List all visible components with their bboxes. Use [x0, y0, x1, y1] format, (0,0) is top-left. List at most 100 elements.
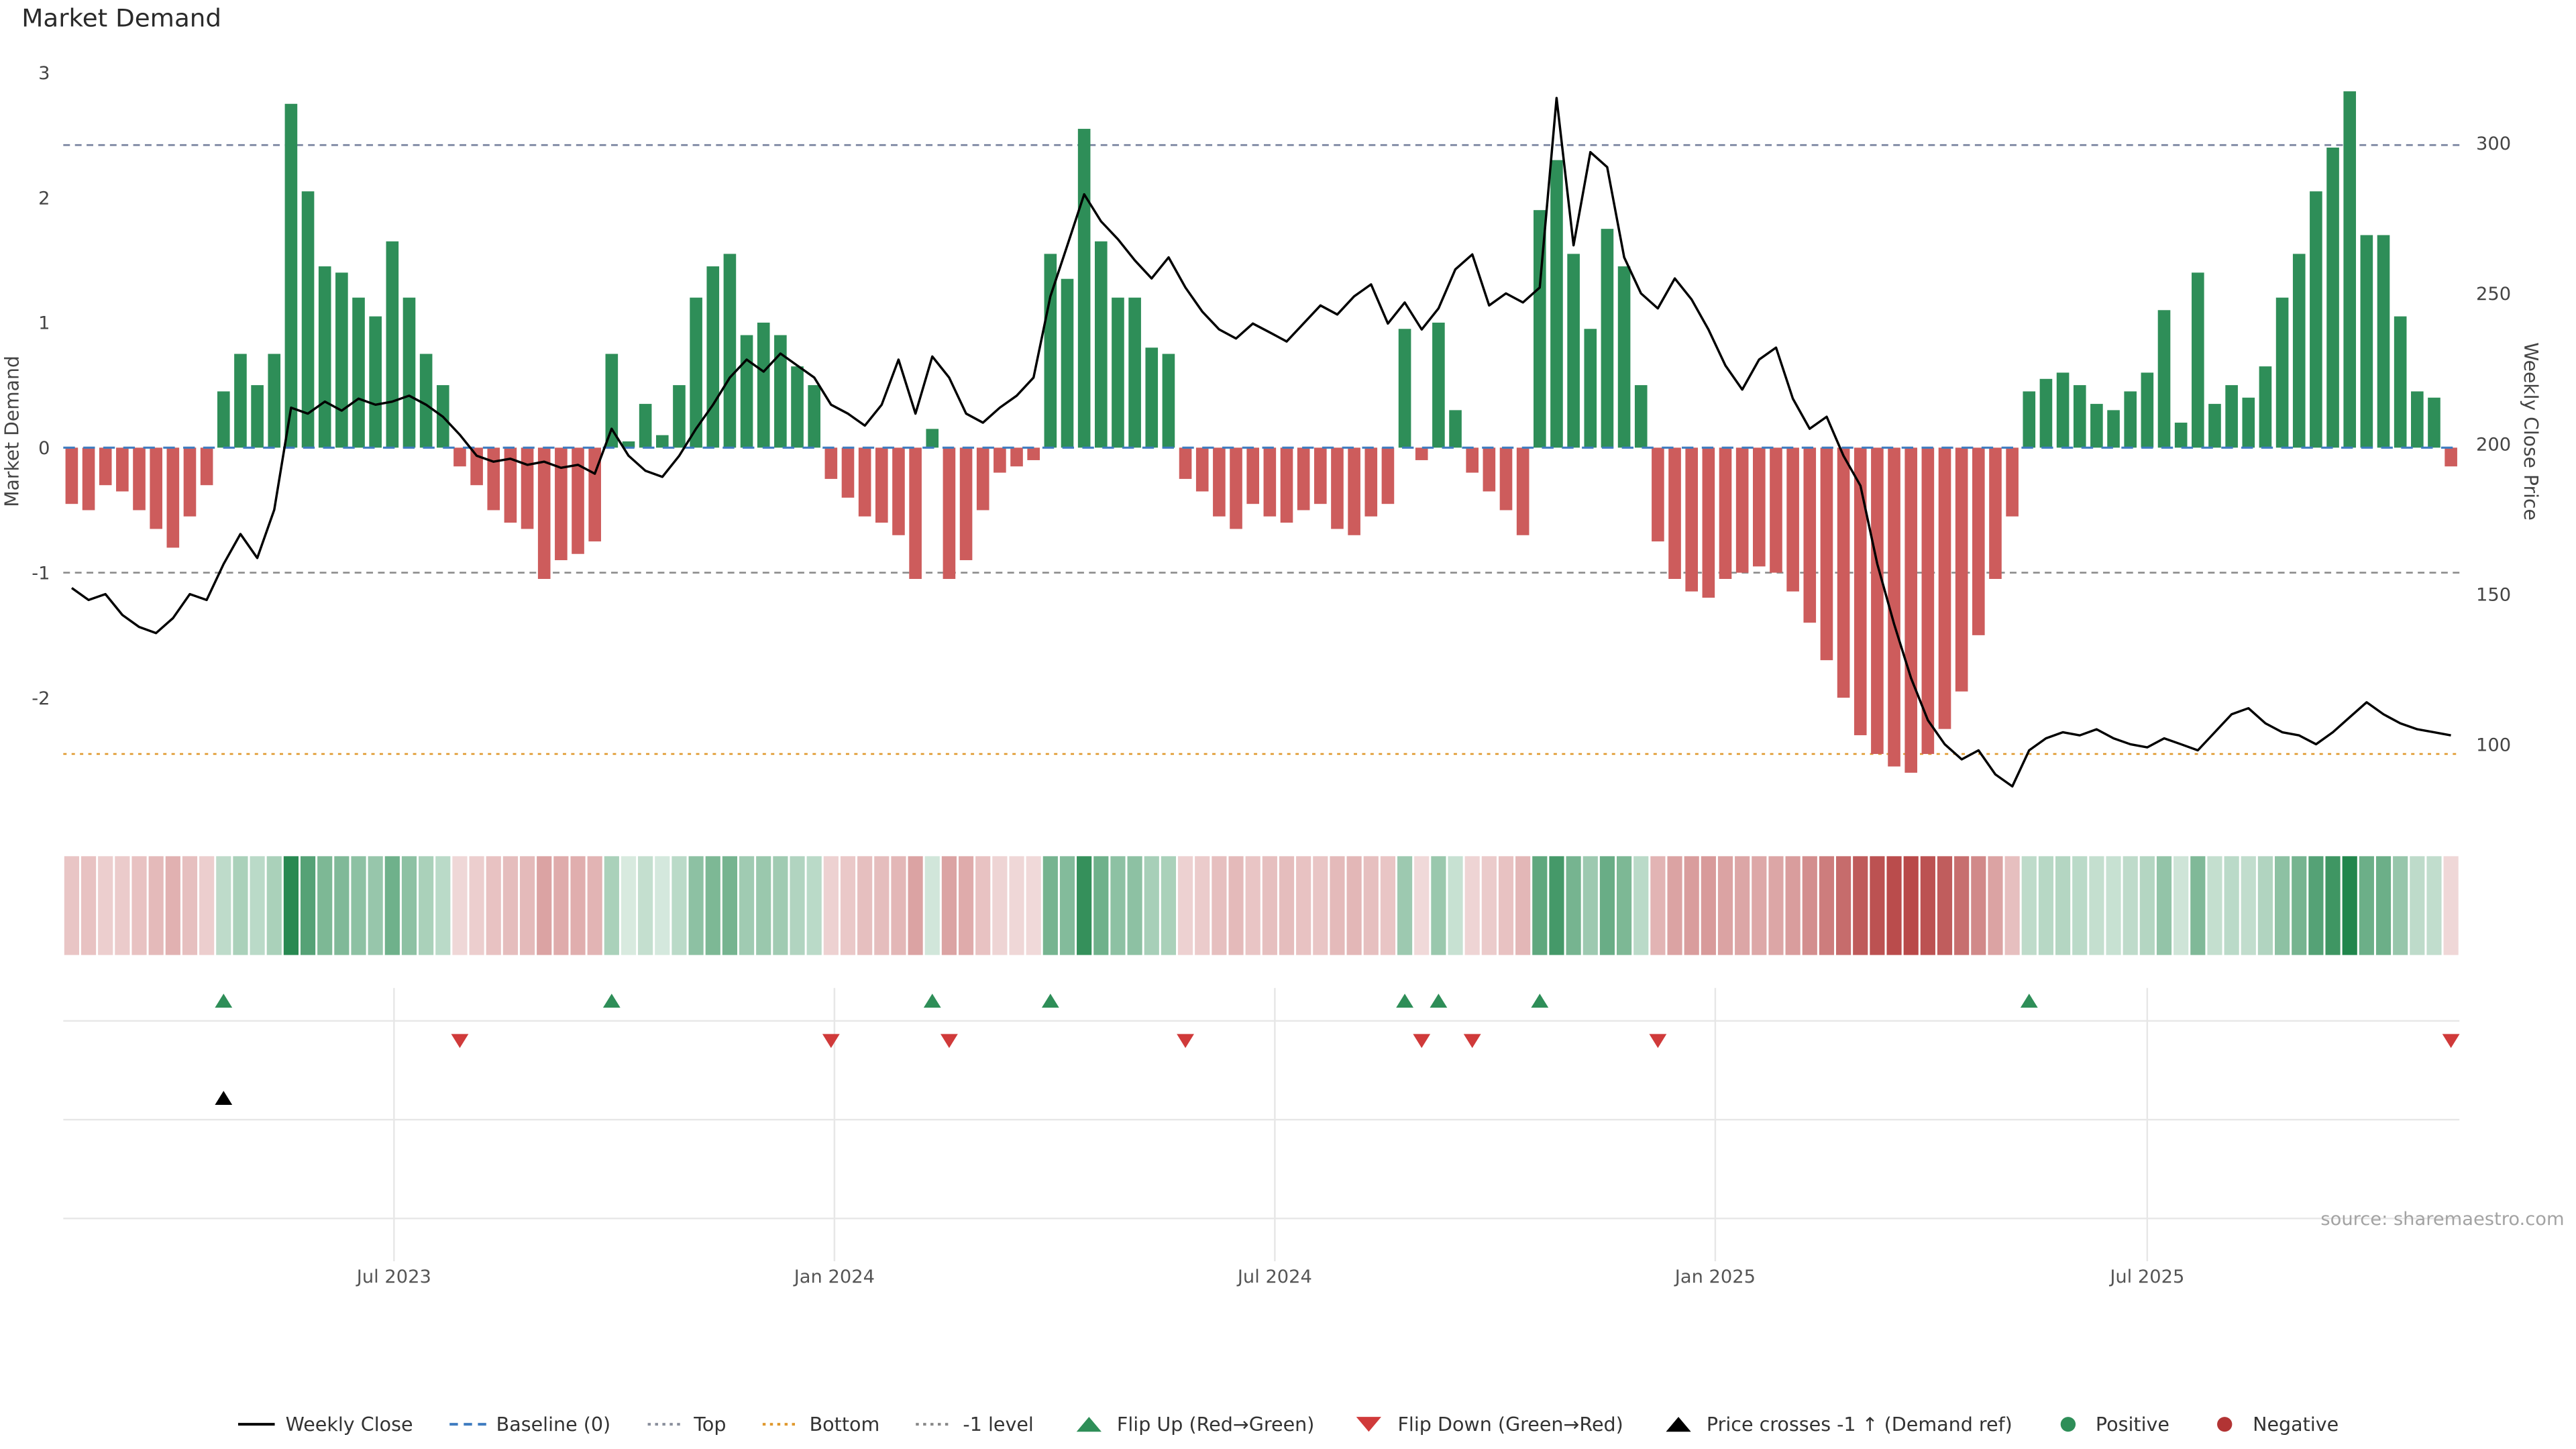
heatmap-cell — [2156, 856, 2172, 955]
demand-bar-negative — [1955, 447, 1968, 692]
heatmap-cell — [1026, 856, 1041, 955]
heatmap-cell — [840, 856, 856, 955]
legend-item-positive[interactable]: Positive — [2047, 1413, 2169, 1436]
demand-bar-positive — [2292, 254, 2306, 448]
demand-bar-positive — [926, 429, 939, 448]
demand-bar-negative — [1381, 447, 1395, 504]
legend-item-negative[interactable]: Negative — [2204, 1413, 2339, 1436]
legend-line-icon — [239, 1423, 276, 1426]
demand-bar-positive — [757, 322, 770, 448]
heatmap-cell — [2038, 856, 2054, 955]
demand-bar-negative — [1735, 447, 1749, 573]
heatmap-cell — [1380, 856, 1396, 955]
legend-label: Weekly Close — [285, 1412, 413, 1436]
legend-item-flip-up-red-green[interactable]: Flip Up (Red→Green) — [1069, 1413, 1314, 1436]
heatmap-cell — [165, 856, 180, 955]
flip-up-marker — [215, 994, 233, 1008]
demand-bar-negative — [1668, 447, 1681, 580]
heatmap-cell — [2123, 856, 2138, 955]
x-tick-label: Jul 2025 — [2108, 1267, 2184, 1287]
heatmap-cell — [266, 856, 282, 955]
legend-label: Bottom — [809, 1412, 880, 1436]
heatmap-cell — [1785, 856, 1801, 955]
flip-up-marker — [1041, 994, 1059, 1008]
heatmap-cell — [1886, 856, 1902, 955]
demand-bar-positive — [369, 316, 382, 448]
demand-bar-positive — [2360, 235, 2373, 448]
heatmap-cell — [2275, 856, 2290, 955]
heatmap-cell — [874, 856, 890, 955]
legend-label: Baseline (0) — [496, 1412, 611, 1436]
demand-bar-negative — [1415, 447, 1428, 460]
y-right-axis-label: Weekly Close Price — [2520, 342, 2542, 520]
demand-bar-positive — [1617, 266, 1631, 448]
heatmap-cell — [705, 856, 720, 955]
heatmap-cell — [1042, 856, 1058, 955]
demand-bar-positive — [639, 404, 652, 448]
demand-bar-positive — [2090, 404, 2103, 448]
demand-bar-positive — [2343, 91, 2357, 448]
demand-bar-negative — [1854, 447, 1867, 735]
heatmap-cell — [2257, 856, 2273, 955]
y-left-tick: 3 — [38, 63, 50, 84]
heatmap-cell — [553, 856, 569, 955]
heatmap-cell — [1448, 856, 1463, 955]
heatmap-cell — [1009, 856, 1024, 955]
heatmap-cell — [368, 856, 383, 955]
legend-tri-up-icon — [1666, 1417, 1691, 1432]
heatmap-cell — [1920, 856, 1935, 955]
demand-bar-negative — [521, 447, 534, 529]
heatmap-cell — [2055, 856, 2071, 955]
demand-bar-positive — [419, 354, 433, 448]
heatmap-cell — [2106, 856, 2121, 955]
legend-item-weekly-close[interactable]: Weekly Close — [237, 1413, 413, 1436]
x-tick-label: Jan 2024 — [793, 1267, 875, 1287]
heatmap-cell — [1937, 856, 1953, 955]
heatmap-cell — [283, 856, 299, 955]
heatmap-cell — [519, 856, 535, 955]
legend-item-bottom[interactable]: Bottom — [761, 1412, 880, 1436]
heatmap-cell — [317, 856, 333, 955]
heatmap-cell — [908, 856, 923, 955]
heatmap-cell — [2443, 856, 2459, 955]
demand-bar-positive — [1128, 297, 1141, 448]
demand-bar-positive — [1584, 329, 1597, 448]
demand-bar-negative — [1972, 447, 1985, 635]
flip-up-marker — [1531, 994, 1549, 1008]
legend-item-price-crosses-1-demand-ref[interactable]: Price crosses -1 ↑ (Demand ref) — [1658, 1413, 2012, 1436]
heatmap-cell — [115, 856, 130, 955]
legend-item-1-level[interactable]: -1 level — [914, 1413, 1034, 1436]
heatmap-cell — [435, 856, 451, 955]
y-left-tick: -2 — [32, 688, 50, 709]
heatmap-cell — [1077, 856, 1092, 955]
heatmap-cell — [1835, 856, 1851, 955]
demand-bar-positive — [2326, 148, 2339, 448]
legend-item-baseline-0[interactable]: Baseline (0) — [448, 1412, 611, 1436]
heatmap-cell — [2375, 856, 2392, 955]
heatmap-cell — [2393, 856, 2408, 955]
x-tick-label: Jan 2025 — [1674, 1267, 1756, 1287]
legend-label: Negative — [2253, 1412, 2339, 1436]
heatmap-cell — [672, 856, 687, 955]
heatmap-cell — [1549, 856, 1564, 955]
heatmap-cell — [1481, 856, 1497, 955]
heatmap-cell — [1684, 856, 1699, 955]
demand-bar-negative — [841, 447, 855, 498]
demand-bar-positive — [2428, 397, 2440, 448]
heatmap-cell — [773, 856, 788, 955]
demand-bar-positive — [1145, 347, 1159, 448]
heatmap-cell — [1870, 856, 1885, 955]
demand-bar-negative — [555, 447, 568, 561]
demand-bar-positive — [234, 354, 247, 448]
legend-item-top[interactable]: Top — [645, 1413, 726, 1436]
demand-bar-negative — [1904, 447, 1918, 773]
heatmap-cell — [2342, 856, 2357, 955]
heatmap-cell — [790, 856, 805, 955]
demand-bar-negative — [116, 447, 129, 492]
legend-item-flip-down-green-red[interactable]: Flip Down (Green→Red) — [1350, 1413, 1623, 1436]
heatmap-cell — [1954, 856, 1970, 955]
demand-bar-negative — [1213, 447, 1226, 517]
demand-bar-negative — [1297, 447, 1310, 511]
heatmap-cell — [1195, 856, 1210, 955]
